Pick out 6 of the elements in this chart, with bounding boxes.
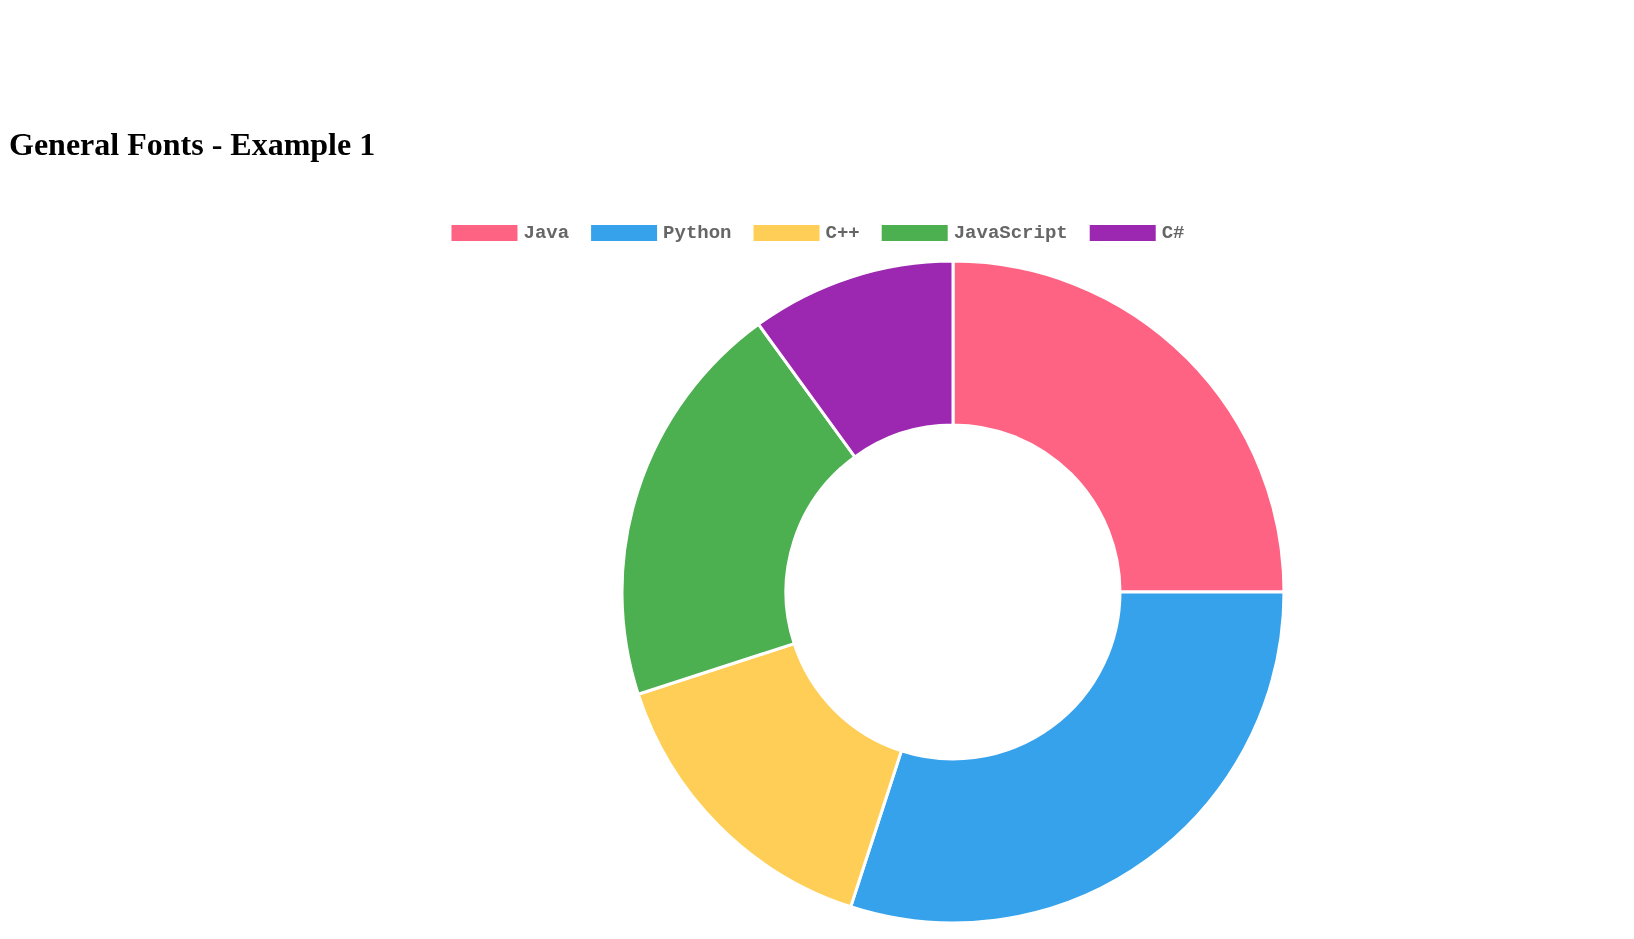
legend-label: C# — [1161, 222, 1185, 244]
legend-label: C++ — [825, 222, 860, 244]
legend-label: Java — [523, 222, 570, 244]
legend-label: Python — [663, 222, 732, 244]
text: General Fonts - Example 1 — [9, 126, 376, 163]
legend-label: JavaScript — [953, 222, 1068, 244]
